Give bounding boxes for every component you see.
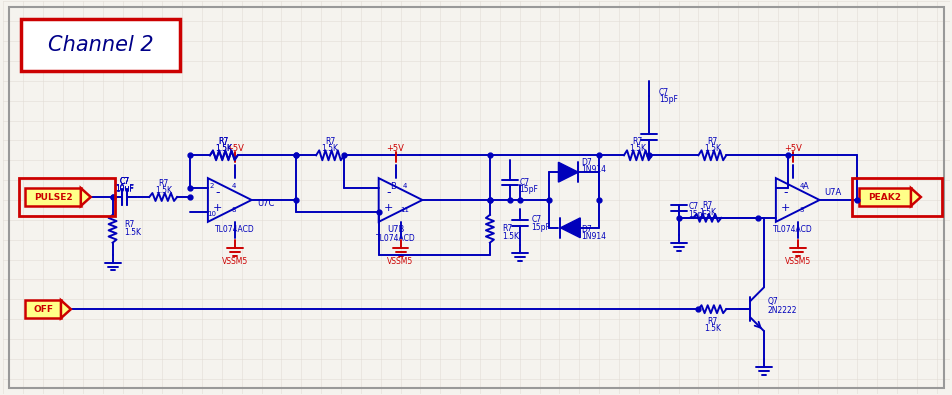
Text: 4: 4 [799, 183, 803, 189]
Text: -: - [215, 186, 220, 199]
Text: R7: R7 [706, 137, 717, 146]
Text: C7: C7 [658, 88, 668, 97]
Text: U7A: U7A [823, 188, 841, 197]
Text: PULSE2: PULSE2 [33, 192, 72, 201]
Text: TL074ACD: TL074ACD [214, 225, 254, 234]
Text: 10uF: 10uF [115, 184, 134, 193]
Text: +: + [781, 203, 789, 213]
Text: 1.5K: 1.5K [704, 144, 720, 153]
Text: +5V: +5V [783, 144, 801, 153]
Text: 1.5K: 1.5K [125, 228, 141, 237]
Polygon shape [61, 300, 70, 318]
FancyBboxPatch shape [25, 300, 61, 318]
Text: R7: R7 [702, 201, 712, 211]
Text: U7B: U7B [387, 225, 404, 234]
Text: 1.5K: 1.5K [215, 144, 232, 153]
Text: Q7: Q7 [767, 297, 778, 306]
Polygon shape [910, 188, 920, 206]
Text: 15pF: 15pF [687, 211, 706, 219]
Text: R7: R7 [325, 137, 335, 146]
Text: A: A [802, 182, 807, 190]
Text: -: - [386, 186, 390, 199]
Text: 1N914: 1N914 [581, 165, 605, 174]
Text: 10uF: 10uF [115, 184, 134, 193]
Text: 3: 3 [799, 207, 803, 213]
Polygon shape [558, 162, 578, 182]
Text: VSSM5: VSSM5 [222, 257, 248, 266]
Text: R7: R7 [125, 220, 134, 229]
Text: 10: 10 [208, 211, 216, 217]
Text: R7: R7 [218, 137, 228, 146]
Text: 1.5K: 1.5K [502, 232, 518, 241]
Text: D7: D7 [581, 225, 591, 234]
Text: OFF: OFF [33, 305, 53, 314]
Text: C7: C7 [119, 177, 129, 186]
Text: 8: 8 [231, 207, 236, 213]
Text: R7: R7 [706, 317, 717, 325]
Text: 1.5K: 1.5K [704, 324, 720, 333]
FancyBboxPatch shape [859, 188, 910, 206]
Text: C7: C7 [687, 202, 698, 211]
Text: C7: C7 [119, 177, 129, 186]
Text: 1.5K: 1.5K [698, 209, 715, 217]
Text: C7: C7 [531, 215, 541, 224]
Text: 15pF: 15pF [531, 223, 550, 232]
Text: 1N914: 1N914 [581, 232, 605, 241]
FancyBboxPatch shape [21, 19, 180, 71]
Text: D7: D7 [581, 158, 591, 167]
Text: 1.5K: 1.5K [215, 144, 232, 153]
Text: 1.5K: 1.5K [628, 144, 645, 153]
Text: 1.5K: 1.5K [321, 144, 338, 153]
Text: R7: R7 [218, 137, 228, 146]
Text: Channel 2: Channel 2 [48, 35, 153, 55]
Text: B: B [389, 182, 395, 190]
Text: 1.5K: 1.5K [154, 186, 171, 195]
Text: 2N2222: 2N2222 [767, 306, 797, 315]
Text: C7: C7 [519, 178, 529, 186]
Polygon shape [560, 218, 580, 238]
Text: VSSM5: VSSM5 [387, 257, 413, 266]
Text: +5V: +5V [387, 144, 404, 153]
FancyBboxPatch shape [25, 188, 81, 206]
Text: 15pF: 15pF [658, 95, 677, 104]
Text: +: + [213, 203, 222, 213]
Text: 10uF: 10uF [115, 184, 134, 194]
Text: R7: R7 [158, 179, 169, 188]
Text: R7: R7 [502, 224, 511, 233]
Text: PEAK2: PEAK2 [867, 192, 901, 201]
Text: TL074ACD: TL074ACD [772, 225, 812, 234]
Text: TL074ACD: TL074ACD [375, 234, 415, 243]
Text: 4: 4 [231, 183, 236, 189]
Text: VSSM5: VSSM5 [783, 257, 810, 266]
Text: U7C: U7C [257, 199, 274, 209]
Text: 2: 2 [209, 183, 214, 189]
Text: 4: 4 [402, 183, 407, 189]
Text: +: + [384, 203, 393, 213]
Text: R7: R7 [632, 137, 643, 146]
Polygon shape [81, 188, 90, 206]
Text: 15pF: 15pF [519, 184, 538, 194]
Text: 11: 11 [400, 207, 408, 213]
Text: +5V: +5V [226, 144, 244, 153]
Text: -: - [783, 186, 787, 199]
Text: C7: C7 [119, 177, 129, 186]
